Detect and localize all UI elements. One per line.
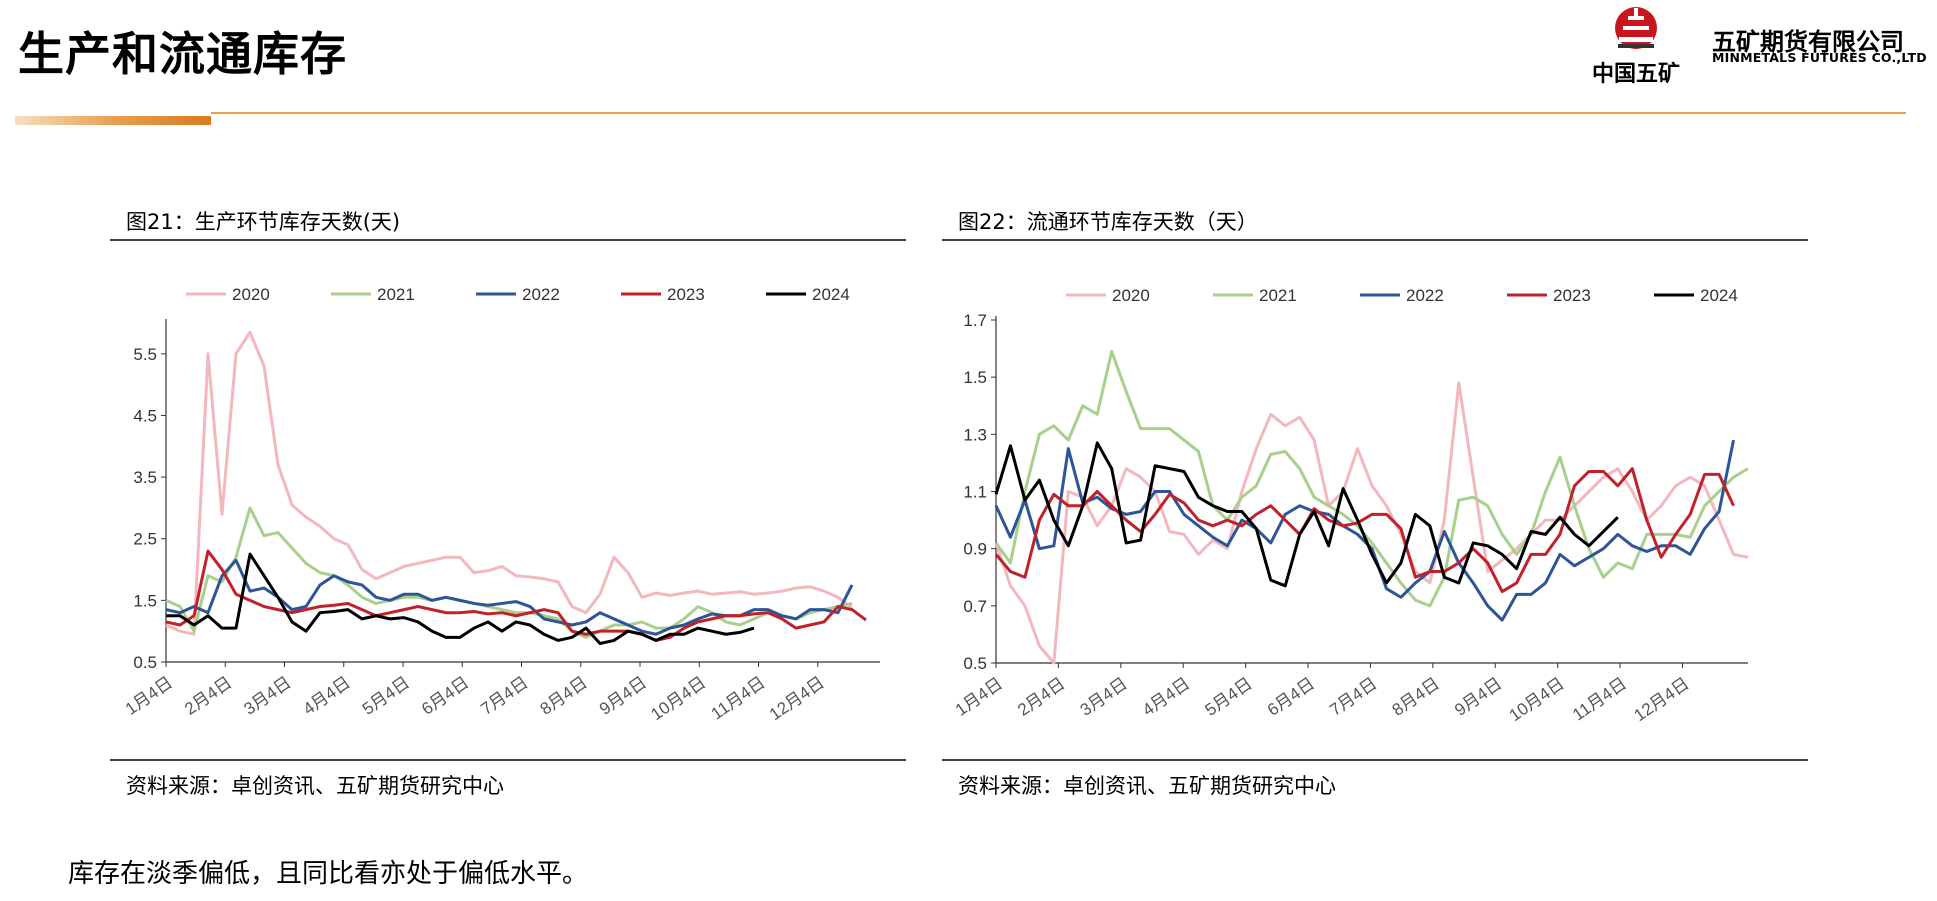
y-tick-label: 4.5 [133, 406, 157, 425]
x-tick-label: 8月4日 [537, 673, 591, 719]
x-tick-label: 1月4日 [122, 673, 176, 719]
header-rule [211, 112, 1906, 114]
x-tick-label: 3月4日 [240, 673, 294, 719]
legend-label-2024: 2024 [1700, 286, 1738, 305]
y-tick-label: 0.5 [133, 653, 157, 672]
chart-2-source: 资料来源：卓创资讯、五矿期货研究中心 [958, 774, 1336, 798]
x-tick-label: 11月4日 [1569, 674, 1630, 725]
series-line-2023 [165, 549, 867, 642]
y-tick-label: 0.9 [963, 540, 987, 559]
legend-label-2021: 2021 [377, 285, 415, 304]
x-tick-label: 7月4日 [477, 673, 531, 719]
x-tick-label: 5月4日 [1201, 674, 1255, 720]
x-tick-label: 9月4日 [1451, 674, 1505, 720]
y-tick-label: 0.5 [963, 654, 987, 673]
x-tick-label: 2月4日 [1014, 674, 1068, 720]
chart-1: 2020 2021 2022 2023 2024 0.5 1.5 2.5 3.5 4.5 5.5 1月… [122, 285, 880, 724]
chart-2-title: 图22：流通环节库存天数（天） [958, 210, 1258, 234]
chart-2-title-rule [942, 239, 1808, 241]
series-line-2023 [994, 467, 1735, 594]
legend-label-2022: 2022 [522, 285, 560, 304]
y-tick-label: 1.5 [133, 591, 157, 610]
x-tick-label: 10月4日 [1506, 674, 1568, 725]
y-tick-label: 3.5 [133, 468, 157, 487]
x-tick-label: 9月4日 [596, 673, 650, 719]
legend-label-2021: 2021 [1259, 286, 1297, 305]
y-tick-label: 1.1 [963, 483, 987, 502]
x-tick-label: 11月4日 [708, 673, 769, 724]
summary-text: 库存在淡季偏低，且同比看亦处于偏低水平。 [68, 859, 589, 889]
series-line-2024 [166, 552, 755, 646]
series-line-2021 [165, 506, 853, 639]
company-name-cn: 五矿期货有限公司 [1712, 28, 1904, 56]
x-tick-label: 12月4日 [766, 673, 828, 724]
legend-label-2023: 2023 [667, 285, 705, 304]
x-tick-label: 12月4日 [1631, 674, 1693, 725]
series-line-2021 [994, 349, 1749, 608]
page-title: 生产和流通库存 [18, 27, 347, 81]
chart-1-source: 资料来源：卓创资讯、五矿期货研究中心 [126, 774, 504, 798]
y-tick-label: 1.3 [963, 425, 987, 444]
series-line-2020 [994, 381, 1749, 665]
legend-label-2020: 2020 [1112, 286, 1150, 305]
legend-label-2023: 2023 [1553, 286, 1591, 305]
x-tick-label: 4月4日 [1139, 674, 1193, 720]
chart-2: 2020 2021 2022 2023 2024 0.5 0.7 0.9 1.1 1.3 1.5 1.… [952, 286, 1749, 725]
x-tick-label: 1月4日 [952, 674, 1006, 720]
legend-label-2024: 2024 [812, 285, 850, 304]
company-name-en: MINMETALS FUTURES CO.,LTD [1712, 50, 1927, 65]
y-tick-label: 5.5 [133, 345, 157, 364]
chart-1-source-rule [110, 759, 906, 761]
series-line-2024 [994, 441, 1619, 588]
y-tick-label: 0.7 [963, 597, 987, 616]
chart-2-source-rule [942, 759, 1808, 761]
logo-text: 中国五矿 [1592, 62, 1681, 87]
legend-label-2020: 2020 [232, 285, 270, 304]
x-tick-label: 10月4日 [647, 673, 709, 724]
header-accent-bar [15, 116, 211, 125]
x-tick-label: 6月4日 [1264, 674, 1318, 720]
x-tick-label: 5月4日 [359, 673, 413, 719]
x-tick-label: 2月4日 [181, 673, 235, 719]
y-tick-label: 1.7 [963, 311, 987, 330]
x-tick-label: 6月4日 [418, 673, 472, 719]
chart-1-title-rule [110, 239, 906, 241]
legend-label-2022: 2022 [1406, 286, 1444, 305]
company-logo [1615, 7, 1657, 49]
y-tick-label: 2.5 [133, 530, 157, 549]
y-tick-label: 1.5 [963, 368, 987, 387]
series-line-2020 [165, 330, 853, 636]
x-tick-label: 4月4日 [300, 673, 354, 719]
x-tick-label: 7月4日 [1326, 674, 1380, 720]
x-tick-label: 8月4日 [1389, 674, 1443, 720]
x-tick-label: 3月4日 [1077, 674, 1131, 720]
chart-1-title: 图21：生产环节库存天数(天) [126, 210, 401, 234]
